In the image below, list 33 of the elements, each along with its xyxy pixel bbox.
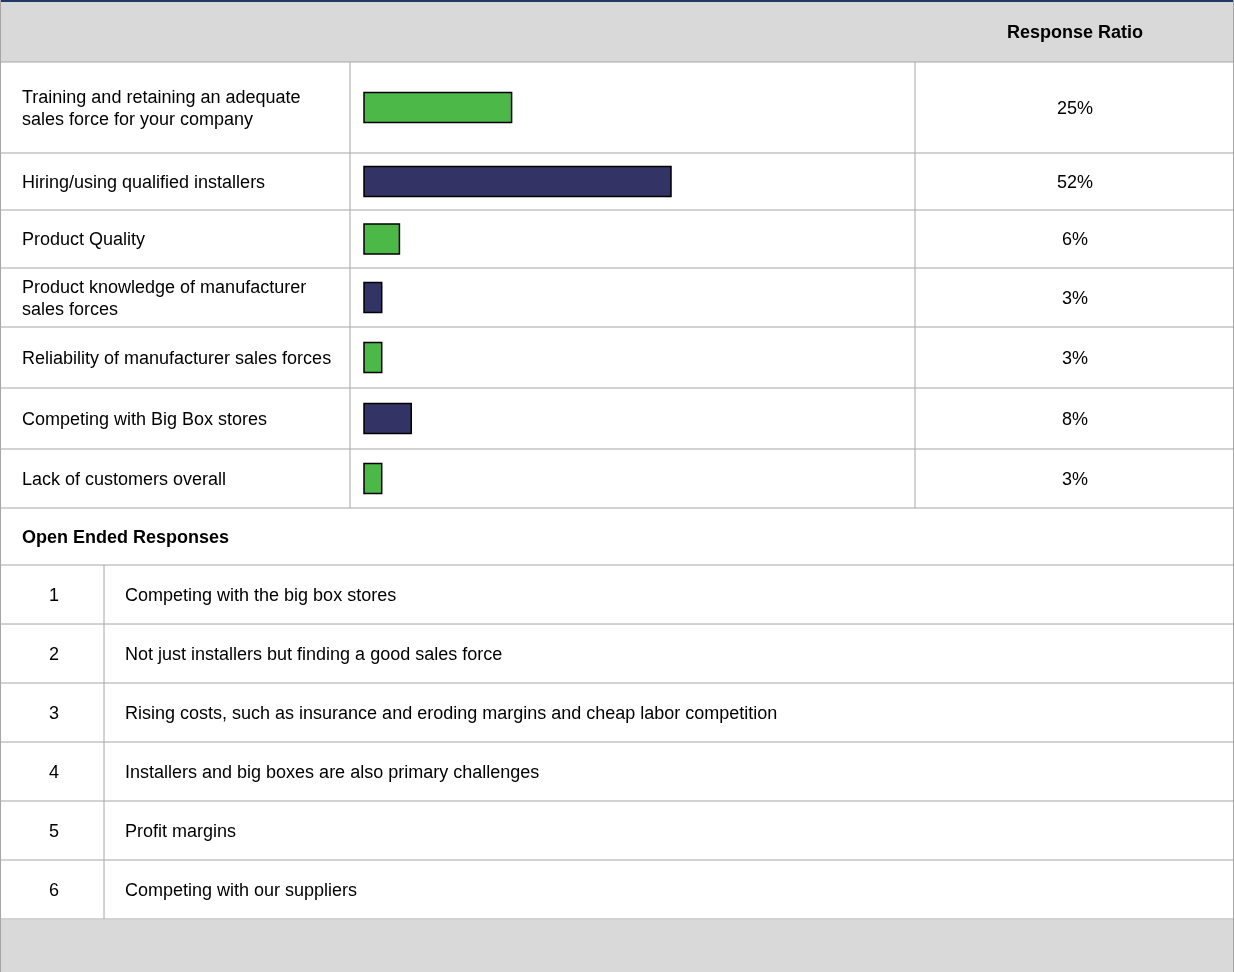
data-label: 25% — [1056, 97, 1094, 118]
text: 3 — [48, 702, 60, 723]
text: 2 — [48, 643, 60, 664]
text: Open Ended Responses — [22, 526, 230, 547]
text: Installers and big boxes are also primary challenges — [125, 761, 540, 782]
bar — [363, 281, 383, 314]
data-label: 3% — [1061, 468, 1089, 489]
text: Rising costs, such as insurance and eroding margins and cheap labor competition — [125, 702, 778, 723]
data-label: 52% — [1056, 171, 1094, 192]
data-label: 3% — [1061, 287, 1089, 308]
text: 4 — [48, 761, 60, 782]
bar — [363, 462, 383, 495]
data-label: 3% — [1061, 347, 1089, 368]
text: Profit margins — [125, 820, 237, 841]
bar — [363, 402, 412, 435]
bar — [363, 341, 383, 374]
text: Competing with our suppliers — [125, 879, 358, 900]
y-tick-label: Hiring/using qualified installers — [22, 171, 266, 192]
text: Response Ratio — [1006, 22, 1144, 42]
text: 1 — [48, 584, 60, 605]
bar — [363, 223, 401, 255]
data-label: 6% — [1061, 229, 1089, 249]
y-tick-label: Competing with Big Box stores — [22, 408, 268, 429]
y-tick-label: Product knowledge of manufacturer sales forces — [22, 276, 307, 319]
y-tick-label: Lack of customers overall — [22, 468, 227, 489]
y-tick-label: Training and retaining an adequate sales force for your company — [22, 86, 301, 129]
y-tick-label: Product Quality — [22, 229, 146, 249]
data-label: 8% — [1061, 408, 1089, 429]
text: Not just installers but finding a good sales force — [125, 643, 503, 664]
y-tick-label: Reliability of manufacturer sales forces — [22, 347, 332, 368]
text: 6 — [48, 879, 60, 900]
text: 5 — [48, 820, 60, 841]
text: Competing with the big box stores — [125, 584, 397, 605]
